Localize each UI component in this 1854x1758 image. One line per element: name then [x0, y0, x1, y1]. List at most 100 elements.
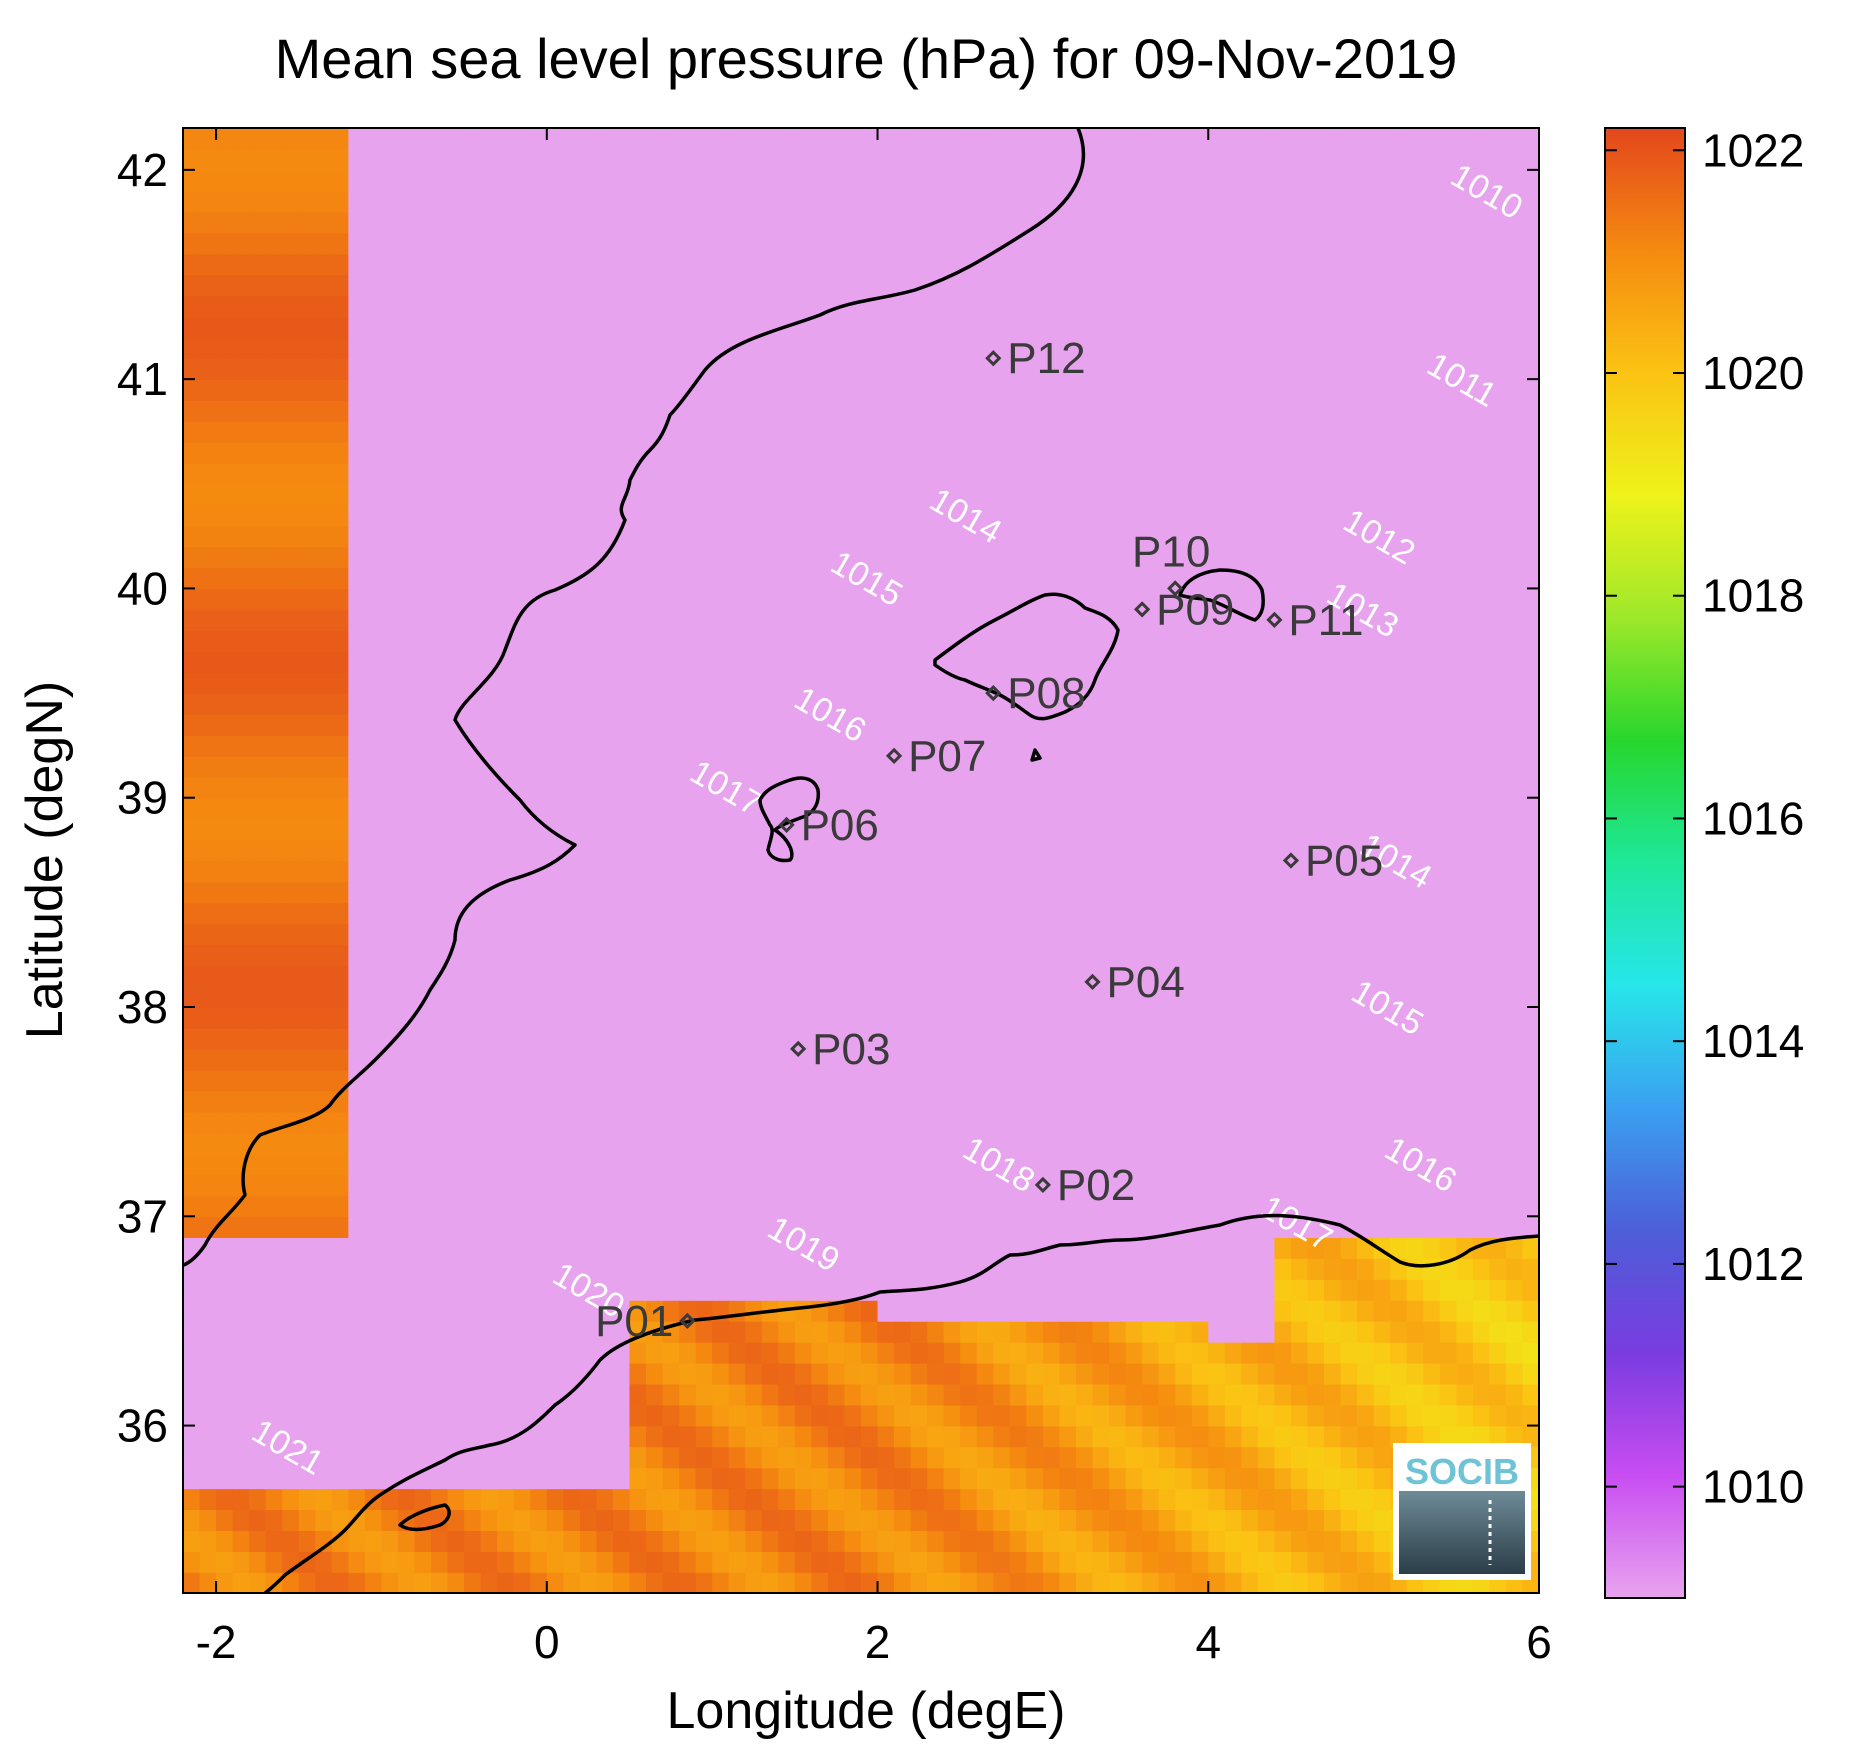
field-cell: [1075, 441, 1094, 464]
field-cell: [1158, 379, 1176, 401]
field-cell: [447, 358, 465, 380]
field-cell: [745, 588, 763, 611]
field-cell: [1224, 630, 1243, 653]
field-cell: [513, 651, 532, 673]
field-cell: [811, 421, 829, 443]
field-cell: [728, 588, 747, 611]
field-cell: [861, 776, 879, 799]
field-cell: [1092, 1341, 1110, 1364]
field-cell: [1125, 1174, 1143, 1197]
field-cell: [778, 1132, 796, 1155]
field-cell: [1290, 1027, 1309, 1050]
field-cell: [861, 421, 879, 443]
field-cell: [546, 797, 565, 820]
field-cell: [976, 1572, 995, 1593]
field-cell: [1026, 169, 1044, 192]
field-cell: [563, 944, 581, 966]
field-cell: [364, 462, 383, 485]
field-cell: [662, 1530, 680, 1552]
field-cell: [976, 609, 995, 632]
field-cell: [695, 379, 713, 401]
field-cell: [695, 567, 713, 590]
field-cell: [1340, 651, 1358, 673]
field-cell: [265, 169, 284, 192]
field-cell: [1191, 986, 1210, 1008]
field-cell: [1307, 1237, 1325, 1259]
field-cell: [1092, 1467, 1110, 1490]
field-cell: [976, 1153, 995, 1176]
field-cell: [1092, 379, 1110, 401]
field-cell: [579, 965, 598, 987]
field-cell: [530, 232, 548, 255]
field-cell: [778, 1530, 796, 1552]
field-cell: [381, 295, 399, 318]
field-cell: [1059, 944, 1077, 966]
field-cell: [397, 546, 416, 569]
field-cell: [232, 1320, 250, 1343]
field-cell: [232, 1258, 250, 1280]
field-cell: [844, 1467, 862, 1490]
field-cell: [943, 400, 962, 422]
field-cell: [1224, 483, 1243, 506]
field-cell: [414, 693, 432, 715]
field-cell: [596, 1090, 614, 1113]
field-cell: [1042, 1027, 1061, 1050]
field-cell: [513, 1446, 532, 1469]
field-cell: [1224, 1237, 1243, 1259]
field-cell: [1009, 358, 1028, 380]
field-cell: [298, 1383, 317, 1406]
field-cell: [943, 986, 962, 1008]
field-cell: [183, 714, 201, 736]
field-cell: [993, 1237, 1011, 1259]
field-cell: [745, 1258, 763, 1280]
field-cell: [877, 1195, 895, 1218]
field-cell: [232, 400, 250, 422]
field-cell: [282, 1530, 300, 1552]
field-cell: [662, 1258, 680, 1280]
field-cell: [282, 693, 300, 715]
field-cell: [646, 567, 664, 590]
field-cell: [414, 1048, 432, 1071]
field-cell: [1257, 253, 1276, 276]
field-cell: [513, 1153, 532, 1176]
field-cell: [943, 1446, 962, 1469]
field-cell: [464, 1551, 482, 1573]
field-cell: [712, 1404, 730, 1427]
field-cell: [1142, 1467, 1160, 1490]
field-cell: [811, 1383, 829, 1406]
field-cell: [348, 797, 366, 820]
field-cell: [298, 1195, 317, 1218]
field-cell: [348, 1258, 366, 1280]
field-cell: [199, 588, 217, 611]
field-cell: [1274, 1425, 1292, 1448]
field-cell: [1026, 567, 1044, 590]
field-cell: [1175, 274, 1193, 297]
field-cell: [861, 337, 879, 360]
field-cell: [877, 776, 895, 799]
field-cell: [183, 860, 201, 883]
field-cell: [960, 316, 978, 339]
field-cell: [1224, 1007, 1243, 1029]
field-cell: [447, 818, 465, 841]
field-cell: [712, 734, 730, 757]
field-cell: [1009, 1258, 1028, 1280]
field-cell: [993, 1509, 1011, 1532]
field-cell: [1075, 1048, 1094, 1071]
field-cell: [348, 316, 366, 339]
field-cell: [1307, 1195, 1325, 1218]
field-cell: [1009, 714, 1028, 736]
field-cell: [1241, 190, 1259, 213]
field-cell: [1241, 379, 1259, 401]
field-cell: [183, 148, 201, 171]
field-cell: [546, 462, 565, 485]
field-cell: [1191, 1467, 1210, 1490]
field-cell: [331, 1362, 350, 1385]
field-cell: [679, 421, 697, 443]
field-cell: [249, 1153, 267, 1176]
field-cell: [894, 128, 912, 150]
field-cell: [712, 462, 730, 485]
field-cell: [447, 1027, 465, 1050]
field-cell: [1307, 483, 1325, 506]
field-cell: [1274, 1300, 1292, 1322]
field-cell: [811, 1007, 829, 1029]
